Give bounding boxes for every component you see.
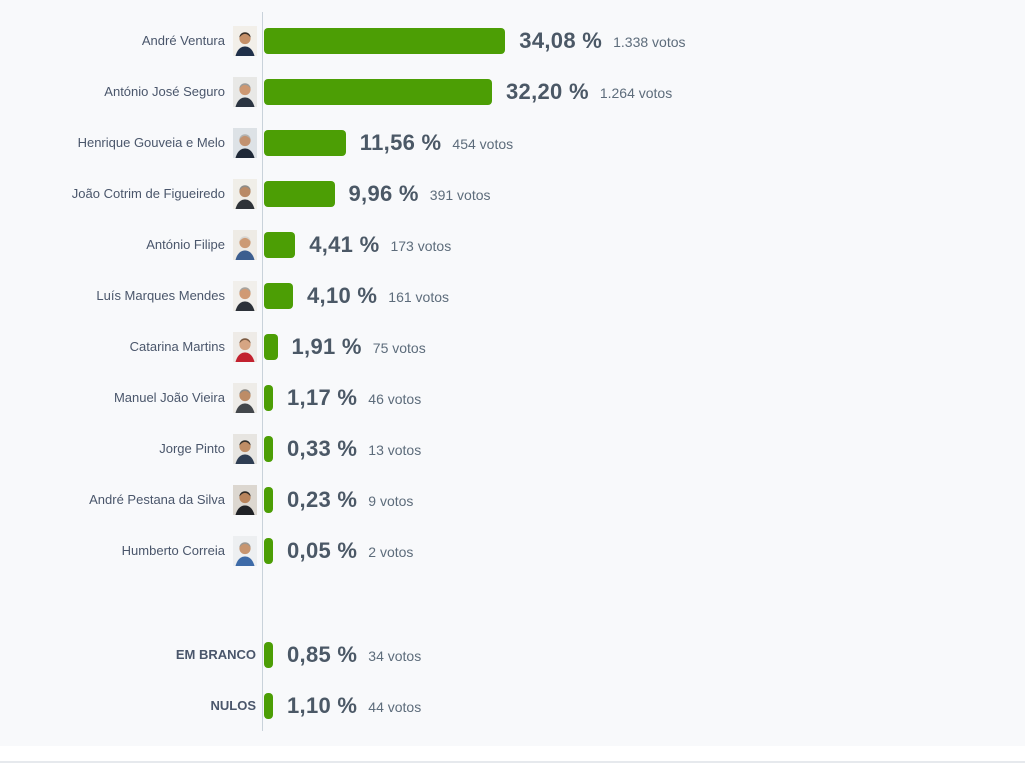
photo-slot xyxy=(225,484,264,515)
votes-label: 391 votos xyxy=(429,186,491,203)
candidate-photo xyxy=(233,76,257,107)
percent-label: 1,10 % xyxy=(287,692,358,718)
votes-label: 9 votos xyxy=(368,492,414,509)
result-bar xyxy=(264,78,492,105)
candidate-name-label: Manuel João Vieira xyxy=(113,390,225,405)
candidate-name-label: João Cotrim de Figueiredo xyxy=(71,186,225,201)
result-row: Catarina Martins 1,91 % 75 votos xyxy=(0,321,1025,372)
percent-label: 11,56 % xyxy=(359,129,442,155)
result-bar xyxy=(264,27,506,54)
candidate-name-label: NULOS xyxy=(210,698,257,713)
votes-label: 75 votos xyxy=(372,339,426,356)
result-row: António José Seguro 32,20 % 1.264 votos xyxy=(0,66,1025,117)
photo-slot xyxy=(225,382,264,413)
result-bar xyxy=(264,282,293,309)
percent-label: 0,33 % xyxy=(287,435,358,461)
result-row: Jorge Pinto 0,33 % 13 votos xyxy=(0,423,1025,474)
candidate-photo xyxy=(233,433,257,464)
votes-label: 454 votos xyxy=(452,135,514,152)
result-row: Humberto Correia 0,05 % 2 votos xyxy=(0,525,1025,576)
result-bar xyxy=(264,486,273,513)
result-row: André Pestana da Silva 0,23 % 9 votos xyxy=(0,474,1025,525)
photo-slot xyxy=(225,331,264,362)
result-row: João Cotrim de Figueiredo 9,96 % 391 vot… xyxy=(0,168,1025,219)
photo-slot xyxy=(225,127,264,158)
result-bar xyxy=(264,231,296,258)
votes-label: 34 votos xyxy=(368,647,422,664)
votes-label: 1.338 votos xyxy=(613,33,686,50)
rows-gap xyxy=(0,576,1025,629)
candidate-name-label: António José Seguro xyxy=(104,84,225,99)
candidate-photo xyxy=(233,382,257,413)
result-row: Henrique Gouveia e Melo 11,56 % 454 voto… xyxy=(0,117,1025,168)
chart-area: André Ventura 34,08 % 1.338 votos Antóni… xyxy=(0,12,1025,731)
candidate-photo xyxy=(233,331,257,362)
candidate-name-label: André Pestana da Silva xyxy=(89,492,225,507)
photo-slot xyxy=(225,433,264,464)
candidate-photo xyxy=(233,178,257,209)
votes-label: 1.264 votos xyxy=(599,84,673,101)
percent-label: 0,23 % xyxy=(287,486,358,512)
result-bar xyxy=(264,180,335,207)
percent-label: 1,17 % xyxy=(287,384,358,410)
candidate-photo xyxy=(233,229,257,260)
result-row: Manuel João Vieira 1,17 % 46 votos xyxy=(0,372,1025,423)
axis-baseline xyxy=(262,12,263,731)
photo-slot xyxy=(225,76,264,107)
result-bar xyxy=(264,384,273,411)
result-bar xyxy=(264,435,273,462)
candidate-name-label: Catarina Martins xyxy=(129,339,225,354)
votes-label: 161 votos xyxy=(388,288,450,305)
result-bar xyxy=(264,333,278,360)
candidate-name-label: Humberto Correia xyxy=(121,543,225,558)
result-bar xyxy=(264,641,273,668)
candidate-name-label: António Filipe xyxy=(146,237,225,252)
candidate-photo xyxy=(233,280,257,311)
candidate-name-label: Henrique Gouveia e Melo xyxy=(77,135,225,150)
result-row: António Filipe 4,41 % 173 votos xyxy=(0,219,1025,270)
candidate-name-label: Jorge Pinto xyxy=(159,441,225,456)
percent-label: 32,20 % xyxy=(506,78,589,104)
result-row: André Ventura 34,08 % 1.338 votos xyxy=(0,15,1025,66)
percent-label: 34,08 % xyxy=(519,27,603,53)
result-row: EM BRANCO 0,85 % 34 votos xyxy=(0,629,1025,680)
votes-label: 2 votos xyxy=(368,543,414,560)
result-row: NULOS 1,10 % 44 votos xyxy=(0,680,1025,731)
candidate-photo xyxy=(233,535,257,566)
candidate-name-label: André Ventura xyxy=(141,33,225,48)
percent-label: 4,41 % xyxy=(309,231,380,257)
percent-label: 4,10 % xyxy=(307,282,378,308)
votes-label: 46 votos xyxy=(368,390,422,407)
photo-slot xyxy=(225,535,264,566)
result-bar xyxy=(264,692,273,719)
votes-label: 173 votos xyxy=(390,237,452,254)
candidate-photo xyxy=(233,25,257,56)
candidate-photo xyxy=(233,127,257,158)
percent-label: 0,85 % xyxy=(287,641,358,667)
photo-slot xyxy=(225,229,264,260)
candidate-name-label: EM BRANCO xyxy=(175,647,256,662)
votes-label: 44 votos xyxy=(368,698,422,715)
photo-slot xyxy=(225,280,264,311)
result-bar xyxy=(264,537,273,564)
votes-label: 13 votos xyxy=(368,441,422,458)
percent-label: 1,91 % xyxy=(291,333,362,359)
percent-label: 0,05 % xyxy=(287,537,358,563)
result-row: Luís Marques Mendes 4,10 % 161 votos xyxy=(0,270,1025,321)
bottom-divider xyxy=(0,761,1025,763)
photo-slot xyxy=(225,178,264,209)
chart-rows: André Ventura 34,08 % 1.338 votos Antóni… xyxy=(0,15,1025,731)
candidate-name-label: Luís Marques Mendes xyxy=(96,288,225,303)
percent-label: 9,96 % xyxy=(348,180,419,206)
candidate-photo xyxy=(233,484,257,515)
photo-slot xyxy=(225,25,264,56)
result-bar xyxy=(264,129,346,156)
